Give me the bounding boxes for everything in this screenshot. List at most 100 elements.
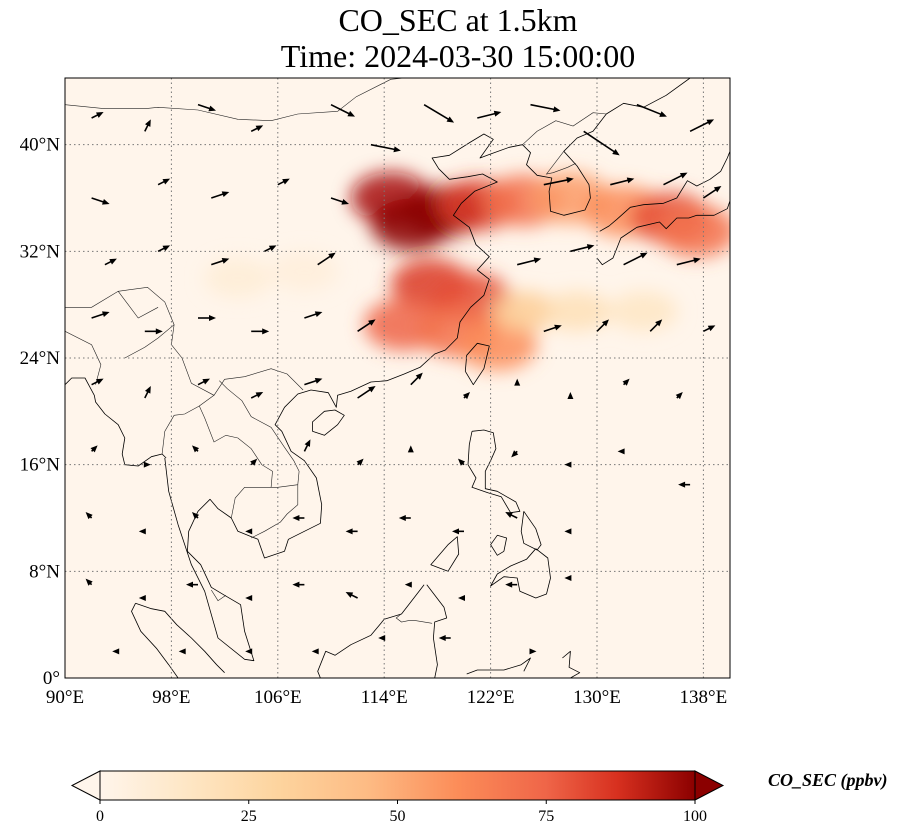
wind-arrow — [477, 110, 502, 119]
colorbar-label: CO_SEC (ppbv) — [768, 770, 888, 790]
wind-arrow — [345, 528, 358, 535]
latitude-tick-label: 16°N — [20, 455, 61, 476]
map-frame — [64, 77, 731, 679]
coastline — [596, 200, 730, 266]
wind-arrow — [663, 172, 688, 186]
wind-arrow — [458, 458, 466, 466]
colorbar-gradient — [100, 771, 695, 800]
colorbar-tick-label: 75 — [538, 808, 554, 825]
wind-arrow — [330, 197, 349, 205]
wind-arrow — [304, 311, 323, 319]
wind-arrow — [144, 386, 151, 399]
wind-arrow — [564, 461, 572, 468]
wind-arrow — [410, 372, 423, 386]
coastline — [466, 657, 531, 675]
wind-arrow — [292, 515, 305, 521]
wind-arrow — [622, 378, 630, 386]
colorbar-min-extension — [70, 770, 101, 801]
plot-title: CO_SEC at 1.5km Time: 2024-03-30 15:00:0… — [0, 2, 916, 74]
wind-arrow — [689, 119, 715, 133]
country-border — [251, 484, 299, 539]
longitude-tick-label: 122°E — [467, 687, 515, 708]
concentration-blob — [457, 318, 538, 371]
latitude-tick-label: 32°N — [20, 241, 61, 262]
wind-arrow — [245, 528, 253, 535]
wind-arrow — [304, 378, 323, 386]
concentration-blob — [656, 205, 730, 258]
coastline — [464, 342, 490, 386]
wind-arrow — [197, 378, 210, 386]
coastline — [599, 151, 730, 232]
wind-arrow — [398, 515, 411, 521]
wind-arrow — [407, 445, 414, 453]
coastline — [490, 534, 508, 556]
colorbar-tick-label: 25 — [241, 808, 257, 825]
wind-arrow — [303, 439, 311, 452]
wind-arrow — [197, 103, 216, 112]
country-border — [395, 612, 433, 624]
country-border — [545, 151, 576, 175]
wind-vectors — [85, 103, 722, 655]
latitude-tick-label: 8°N — [29, 561, 60, 582]
wind-arrow — [530, 103, 561, 113]
wind-arrow — [138, 595, 146, 601]
country-borders — [65, 78, 607, 624]
wind-arrow — [438, 635, 451, 641]
country-border — [117, 291, 159, 319]
latitude-tick-label: 24°N — [20, 348, 61, 369]
wind-arrow — [678, 481, 691, 488]
wind-arrow — [596, 319, 609, 332]
wind-arrow — [245, 595, 253, 601]
wind-arrow — [144, 328, 163, 335]
wind-arrow — [317, 252, 336, 266]
wind-arrow — [311, 648, 319, 655]
wind-arrow — [636, 103, 667, 117]
wind-arrow — [370, 143, 401, 153]
wind-arrow — [675, 392, 683, 400]
country-border — [198, 380, 300, 488]
country-border — [231, 486, 272, 519]
concentration-blob — [609, 291, 678, 332]
wind-arrow — [112, 648, 120, 655]
wind-arrow — [610, 177, 635, 186]
wind-arrow — [250, 125, 264, 133]
wind-arrow — [251, 328, 270, 335]
coastline — [317, 584, 425, 678]
wind-arrow — [378, 635, 386, 641]
latitude-axis: 0° 8°N 16°N 24°N 32°N 40°N — [20, 135, 61, 689]
plot-title-line-2: Time: 2024-03-30 15:00:00 — [280, 38, 636, 74]
concentration-blob — [203, 258, 272, 298]
wind-arrow — [564, 528, 572, 535]
longitude-tick-label: 90°E — [46, 687, 84, 708]
wind-arrow — [676, 257, 701, 266]
wind-arrow — [90, 445, 98, 453]
wind-arrow — [505, 581, 518, 588]
wind-arrow — [104, 258, 117, 266]
concentration-blob — [489, 291, 558, 332]
wind-arrow — [144, 119, 151, 132]
colorbar-tick-label: 0 — [96, 808, 104, 825]
colorbar-tick-label: 100 — [683, 808, 707, 825]
wind-arrow — [529, 648, 537, 655]
wind-arrow — [511, 450, 519, 458]
latitude-tick-label: 0° — [43, 668, 60, 689]
coastline — [490, 548, 551, 599]
wind-arrow — [211, 258, 230, 266]
wind-arrow — [649, 319, 663, 332]
country-border — [161, 405, 200, 455]
wind-arrow — [517, 257, 542, 266]
latitude-tick-label: 40°N — [20, 135, 61, 156]
wind-arrow — [198, 315, 216, 321]
wind-arrow — [505, 512, 518, 519]
coastline — [131, 603, 179, 678]
wind-arrow — [85, 578, 93, 586]
wind-arrow — [702, 186, 722, 199]
longitude-tick-label: 138°E — [680, 687, 728, 708]
wind-arrow — [356, 458, 364, 466]
wind-arrow — [404, 581, 412, 588]
wind-arrow — [192, 445, 200, 453]
country-border — [124, 324, 175, 359]
coastline — [467, 429, 521, 514]
coastline — [135, 602, 225, 673]
wind-arrow — [345, 592, 358, 599]
